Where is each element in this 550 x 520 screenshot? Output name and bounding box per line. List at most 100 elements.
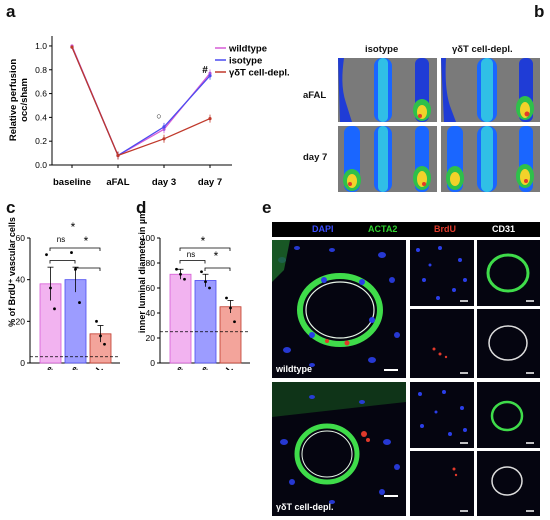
chart-c-datapoint bbox=[95, 319, 98, 323]
chart-c-bracket-iso-gdt bbox=[74, 267, 101, 271]
chart-d-datapoint bbox=[229, 306, 232, 310]
chart-c-bracket-wt-gdt bbox=[49, 247, 101, 251]
chart-d-datapoint bbox=[233, 320, 236, 324]
micrograph-gdt-cd31 bbox=[477, 451, 540, 516]
chart-c-ytick-label: 60 bbox=[16, 233, 26, 243]
chart-a-ytick-label: 1.0 bbox=[35, 41, 47, 51]
chart-d-ytick-label: 20 bbox=[146, 333, 156, 343]
chart-d-sig-ns: ns bbox=[187, 250, 195, 259]
chart-c-datapoint bbox=[45, 253, 48, 257]
chart-a-ytick-label: 0.0 bbox=[35, 160, 47, 170]
panel-letter-d: d bbox=[136, 198, 147, 217]
perfusion-image-gdt-afal bbox=[441, 58, 540, 122]
micrograph-gdt-dapi bbox=[410, 382, 474, 448]
chart-a-annotation-hash: # bbox=[202, 65, 208, 76]
legend-label-wildtype: wildtype bbox=[228, 44, 267, 55]
panel-letter-a: a bbox=[6, 2, 16, 21]
micrograph-gdt-acta2 bbox=[477, 382, 540, 448]
chart-a-ytick-label: 0.6 bbox=[35, 89, 47, 99]
channel-label-brdu: BrdU bbox=[434, 224, 456, 234]
chart-c-datapoint bbox=[99, 334, 102, 338]
chart-a-xtick-label: baseline bbox=[53, 177, 91, 188]
chart-d-bar bbox=[169, 273, 192, 364]
chart-d-sig-star2: * bbox=[214, 249, 219, 263]
chart-a-series-line bbox=[71, 46, 211, 157]
chart-d-sig-star1: * bbox=[201, 234, 206, 248]
micrograph-wildtype-merged: wildtype bbox=[272, 240, 406, 378]
chart-c-xtick-label: wildtype bbox=[24, 364, 55, 370]
chart-d-ylabel: inner luminal diameter in µm bbox=[137, 211, 147, 333]
chart-d-datapoint bbox=[208, 286, 211, 290]
chart-a-xtick-label: aFAL bbox=[106, 177, 129, 188]
chart-a-xtick-label: day 7 bbox=[198, 177, 222, 188]
micrograph-gdt-brdu bbox=[410, 451, 474, 516]
chart-d-ytick-label: 80 bbox=[146, 258, 156, 268]
micrograph-wildtype-brdu bbox=[410, 309, 474, 378]
chart-a-ytick-label: 0.2 bbox=[35, 136, 47, 146]
micrograph-wildtype-cd31 bbox=[477, 309, 540, 378]
chart-d-datapoint bbox=[204, 280, 207, 284]
chart-d-datapoint bbox=[200, 270, 203, 274]
panel-letter-b: b bbox=[534, 2, 545, 21]
panel-b-header-gdt: γδT cell-depl. bbox=[452, 44, 513, 55]
chart-d-xtick-label: wildtype bbox=[154, 364, 185, 370]
legend-label-isotype: isotype bbox=[229, 56, 262, 67]
chart-c-ylabel: % of BrdU⁺ vascular cells bbox=[7, 217, 17, 327]
channel-label-acta2: ACTA2 bbox=[368, 224, 398, 234]
chart-a-ylabel-2: occ/sham bbox=[19, 78, 30, 122]
chart-d-bar bbox=[194, 280, 217, 364]
channel-label-dapi: DAPI bbox=[312, 224, 334, 234]
perfusion-image-isotype-afal bbox=[338, 58, 437, 122]
chart-c-datapoint bbox=[103, 342, 106, 346]
micrograph-label-gdt: γδT cell-depl. bbox=[276, 502, 334, 512]
chart-c-sig-star1: * bbox=[71, 220, 76, 234]
panel-b-row-afal: aFAL bbox=[303, 90, 327, 101]
chart-d-datapoint bbox=[175, 267, 178, 271]
chart-a-point bbox=[70, 45, 74, 49]
chart-d-datapoint bbox=[225, 296, 228, 300]
chart-d-bracket-wt-gdt bbox=[179, 247, 231, 251]
chart-d-datapoint bbox=[179, 272, 182, 276]
chart-d-ytick-label: 100 bbox=[141, 233, 155, 243]
channel-label-cd31: CD31 bbox=[492, 224, 516, 234]
chart-c-xtick-label: isotype bbox=[52, 364, 80, 370]
panel-b-header-isotype: isotype bbox=[365, 44, 399, 55]
chart-d-xtick-label: isotype bbox=[182, 364, 210, 370]
chart-d-bracket-ns bbox=[179, 260, 206, 264]
chart-c-datapoint bbox=[78, 301, 81, 304]
chart-c-datapoint bbox=[53, 307, 56, 311]
chart-a-perfusion: 0.0 0.2 0.4 0.6 0.8 1.0 baseline aFAL day 3 day 7… bbox=[8, 36, 290, 188]
chart-c-datapoint bbox=[49, 286, 52, 290]
perfusion-image-isotype-day7 bbox=[338, 126, 437, 192]
chart-d-datapoint bbox=[183, 277, 186, 281]
chart-d-bar bbox=[219, 306, 242, 364]
chart-c-ytick-label: 40 bbox=[16, 275, 26, 285]
panel-e-channel-bar: DAPI ACTA2 BrdU CD31 bbox=[272, 222, 540, 237]
chart-a-ytick-label: 0.8 bbox=[35, 65, 47, 75]
chart-d-ytick-label: 60 bbox=[146, 283, 156, 293]
chart-a-series-line bbox=[71, 45, 211, 157]
chart-a-xtick-label: day 3 bbox=[152, 177, 176, 188]
chart-d-ytick-label: 40 bbox=[146, 308, 156, 318]
panel-letter-e: e bbox=[262, 198, 272, 217]
panel-letter-c: c bbox=[6, 198, 16, 217]
chart-d-diameter: 020406080100wildtypeisotypeγδT cell-depl… bbox=[137, 211, 250, 370]
chart-a-ylabel-1: Relative perfusion bbox=[8, 59, 19, 142]
chart-c-bracket-ns bbox=[49, 260, 76, 264]
chart-d-bracket-iso-gdt bbox=[204, 267, 231, 271]
chart-a-ytick-label: 0.4 bbox=[35, 112, 47, 122]
legend-label-gdt: γδT cell-depl. bbox=[229, 68, 290, 79]
chart-c-ytick-label: 0 bbox=[20, 358, 25, 368]
chart-c-sig-star2: * bbox=[84, 234, 89, 248]
chart-c-brdu: 0204060wildtypeisotypeγδT cell-depl. % o… bbox=[7, 217, 120, 370]
chart-a-annotation-circle: ○ bbox=[156, 111, 161, 121]
panel-b-row-day7: day 7 bbox=[303, 152, 328, 163]
micrograph-gdt-merged: γδT cell-depl. bbox=[272, 382, 406, 516]
micrograph-wildtype-dapi bbox=[410, 240, 474, 306]
perfusion-image-gdt-day7 bbox=[441, 126, 540, 192]
chart-a-series-line bbox=[71, 46, 211, 157]
micrograph-wildtype-acta2 bbox=[477, 240, 540, 306]
chart-c-ytick-label: 20 bbox=[16, 316, 26, 326]
micrograph-label-wildtype: wildtype bbox=[276, 364, 313, 374]
chart-d-ytick-label: 0 bbox=[150, 358, 155, 368]
